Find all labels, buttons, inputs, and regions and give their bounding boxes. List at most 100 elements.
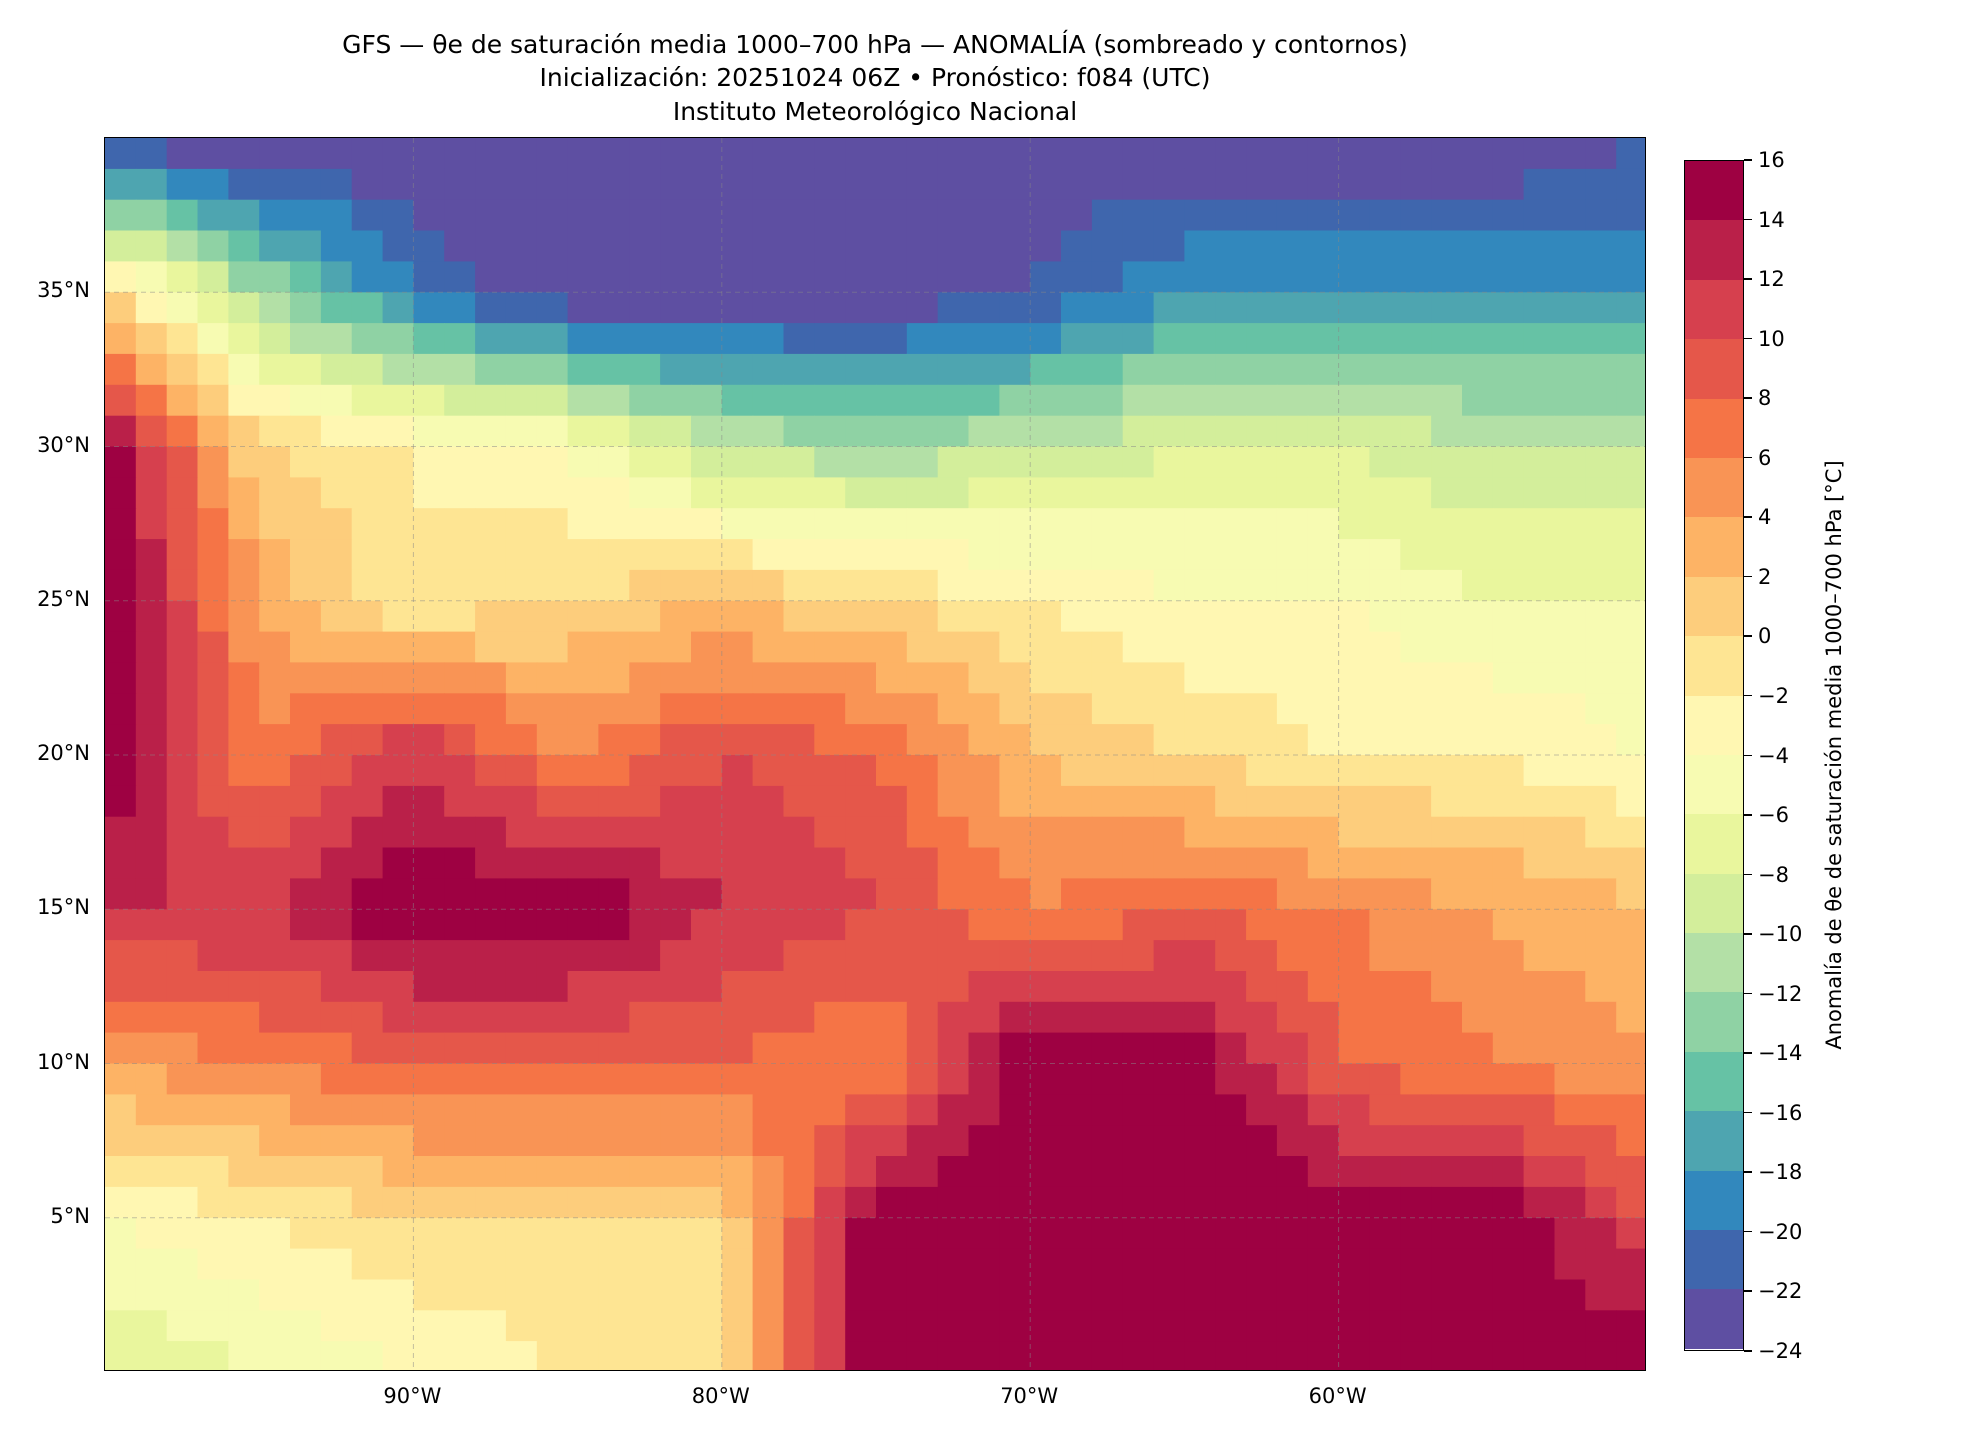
field-cell <box>197 724 229 756</box>
field-cell <box>1307 1279 1340 1311</box>
field-cell <box>536 1310 569 1342</box>
field-cell <box>1554 1186 1586 1219</box>
field-cell <box>1492 168 1525 201</box>
field-cell <box>999 199 1031 232</box>
field-cell <box>505 755 538 787</box>
field-cell <box>999 1156 1031 1188</box>
field-cell <box>906 1186 939 1219</box>
field-cell <box>166 1094 199 1126</box>
field-cell <box>1400 477 1432 509</box>
field-cell <box>1431 755 1463 787</box>
field-cell <box>475 631 507 663</box>
field-cell <box>968 662 1000 694</box>
field-cell <box>536 1217 569 1250</box>
field-cell <box>845 1279 877 1311</box>
field-cell <box>691 940 723 972</box>
field-cell <box>382 323 414 355</box>
field-cell <box>783 1217 815 1250</box>
field-cell <box>320 477 353 509</box>
field-cell <box>937 1032 970 1065</box>
field-cell <box>1153 1217 1185 1250</box>
field-cell <box>444 1125 476 1157</box>
field-cell <box>1585 446 1617 478</box>
field-cell <box>505 230 538 262</box>
field-cell <box>999 1310 1031 1342</box>
field-cell <box>1616 631 1645 663</box>
field-cell <box>937 816 970 849</box>
field-cell <box>1030 1032 1062 1065</box>
field-cell <box>290 168 322 201</box>
field-cell <box>1400 569 1432 602</box>
field-cell <box>1431 600 1463 633</box>
field-cell <box>1523 292 1555 324</box>
field-cell <box>1554 1094 1586 1126</box>
field-cell <box>876 878 908 910</box>
field-cell <box>721 199 754 232</box>
field-cell <box>505 1001 538 1034</box>
field-cell <box>135 384 168 417</box>
field-cell <box>259 1248 291 1280</box>
field-cell <box>1616 847 1645 879</box>
field-cell <box>1523 1186 1555 1219</box>
field-cell <box>752 199 784 232</box>
field-cell <box>382 816 414 849</box>
field-cell <box>1276 1248 1309 1280</box>
field-cell <box>1616 292 1645 324</box>
field-cell <box>660 1156 692 1188</box>
field-cell <box>259 1032 291 1065</box>
field-cell <box>1616 755 1645 787</box>
field-cell <box>1276 415 1309 448</box>
field-cell <box>1338 569 1370 602</box>
field-cell <box>814 1156 846 1188</box>
colorbar-tick-label: 14 <box>1758 207 1785 232</box>
field-cell <box>968 323 1000 355</box>
field-cell <box>1276 1156 1309 1188</box>
field-cell <box>1153 909 1185 941</box>
field-cell <box>1215 878 1247 910</box>
field-cell <box>1215 261 1247 293</box>
field-cell <box>135 1125 168 1157</box>
field-cell <box>691 199 723 232</box>
field-cell <box>937 1186 970 1219</box>
field-cell <box>1061 1063 1093 1095</box>
field-cell <box>1153 1063 1185 1095</box>
field-cell <box>1616 1217 1645 1250</box>
field-cell <box>968 909 1000 941</box>
field-cell <box>968 1248 1000 1280</box>
field-cell <box>876 1094 908 1126</box>
field-cell <box>135 816 168 849</box>
field-cell <box>1215 230 1247 262</box>
field-cell <box>629 1310 661 1342</box>
field-cell <box>1369 1341 1401 1370</box>
field-cell <box>1462 1063 1494 1095</box>
field-cell <box>1184 1341 1216 1370</box>
field-cell <box>444 785 476 818</box>
colorbar-bin <box>1685 754 1743 815</box>
field-cell <box>567 1063 599 1095</box>
field-cell <box>197 631 229 663</box>
field-cell <box>1122 847 1155 879</box>
field-cell <box>1462 878 1494 910</box>
field-cell <box>197 1156 229 1188</box>
field-cell <box>536 323 569 355</box>
field-cell <box>691 1156 723 1188</box>
field-cell <box>1153 755 1185 787</box>
field-cell <box>1400 693 1432 725</box>
field-cell <box>1616 569 1645 602</box>
field-cell <box>290 1156 322 1188</box>
field-cell <box>536 940 569 972</box>
field-cell <box>1369 1217 1401 1250</box>
field-cell <box>382 384 414 417</box>
lat-tick-label: 10°N <box>37 1049 90 1074</box>
field-cell <box>567 1310 599 1342</box>
field-cell <box>1122 600 1155 633</box>
field-cell <box>1431 323 1463 355</box>
field-cell <box>197 292 229 324</box>
field-cell <box>228 1341 260 1370</box>
field-cell <box>783 199 815 232</box>
field-cell <box>906 1001 939 1034</box>
field-cell <box>1276 539 1309 571</box>
field-cell <box>845 816 877 849</box>
field-cell <box>228 847 260 879</box>
field-cell <box>1153 816 1185 849</box>
